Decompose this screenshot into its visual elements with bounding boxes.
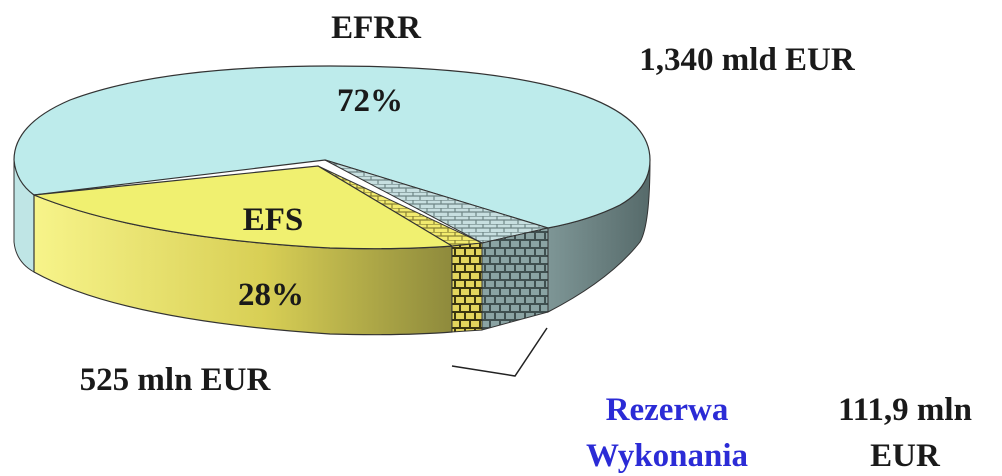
efs-amount-label: 525 mln EUR: [80, 362, 272, 398]
rezerwa-amount-line-1: 111,9 mln: [838, 392, 972, 428]
pie-slice-rezerwa-side: [481, 227, 549, 331]
efs-percent-label: 28%: [238, 277, 304, 313]
efrr-label: EFRR: [331, 10, 422, 46]
efrr-percent-label: 72%: [337, 83, 403, 119]
pie-slice-efrr: [13, 65, 651, 313]
pie-slice-efs-top: [33, 165, 454, 250]
pie-slice-efs-brick-side: [451, 242, 483, 333]
efs-label: EFS: [243, 202, 304, 238]
rezerwa-label-line-1: Rezerwa: [606, 392, 729, 428]
pie-slice-efrr-top: [13, 65, 651, 229]
rezerwa-leader-line: [451, 327, 548, 377]
rezerwa-amount-line-2: EUR: [870, 438, 941, 474]
rezerwa-label-line-2: Wykonania: [586, 438, 748, 474]
pie-slice-efs: [33, 165, 484, 336]
efrr-amount-label: 1,340 mld EUR: [639, 42, 856, 78]
pie-slice-rezerwa: [324, 159, 550, 331]
